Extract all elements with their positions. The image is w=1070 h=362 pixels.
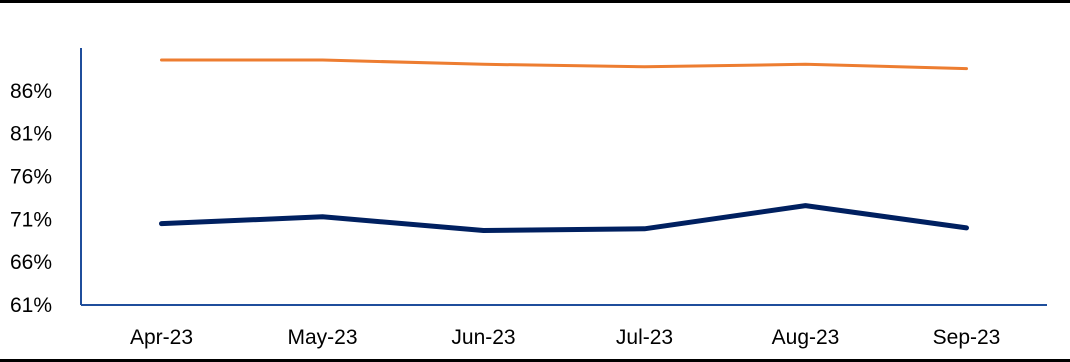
series-lines: [159, 58, 969, 233]
x-tick-label: May-23: [287, 326, 357, 349]
x-tick-label: Apr-23: [130, 326, 193, 349]
y-tick-label: 76%: [10, 166, 52, 189]
y-tick-label: 86%: [10, 80, 52, 103]
x-tick-label: Jul-23: [616, 326, 673, 349]
x-tick-label: Jun-23: [451, 326, 515, 349]
x-tick-label: Sep-23: [933, 326, 1001, 349]
y-tick-label: 61%: [10, 294, 52, 317]
series-line-1: [160, 58, 968, 71]
x-axis-tick-labels: Apr-23 May-23 Jun-23 Jul-23 Aug-23 Sep-23: [130, 326, 1000, 349]
x-tick-label: Aug-23: [772, 326, 840, 349]
y-axis-tick-labels: 61% 66% 71% 76% 81% 86%: [10, 80, 52, 317]
y-tick-label: 81%: [10, 123, 52, 146]
y-tick-label: 66%: [10, 251, 52, 274]
y-tick-label: 71%: [10, 208, 52, 231]
series-line-2: [159, 203, 969, 233]
